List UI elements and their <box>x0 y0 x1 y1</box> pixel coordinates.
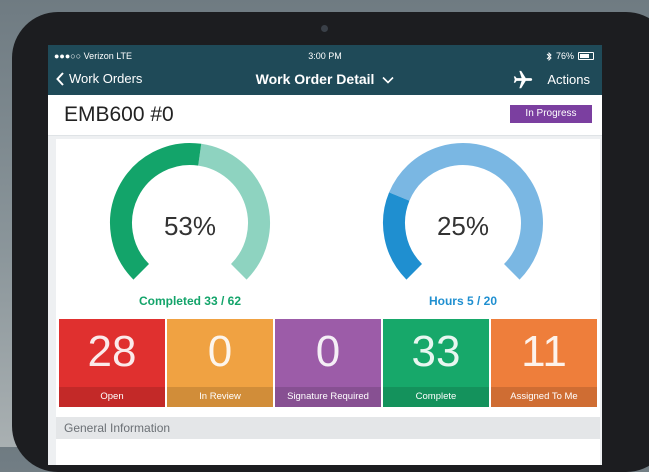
status-bar: ●●●○○ Verizon LTE 3:00 PM 76% <box>48 45 602 67</box>
status-right: 76% <box>546 51 594 61</box>
tile-complete[interactable]: 33 Complete <box>383 319 489 407</box>
gauge-progress-arc <box>383 192 423 280</box>
gauge-remaining-arc <box>389 143 543 280</box>
camera <box>321 25 328 32</box>
chevron-left-icon <box>56 71 64 86</box>
app-screen: ●●●○○ Verizon LTE 3:00 PM 76% Work Order… <box>48 45 602 465</box>
hours-gauge <box>383 143 543 280</box>
completed-label: Completed 33 / 62 <box>138 294 242 308</box>
tile-complete-count: 33 <box>411 327 461 376</box>
battery-icon <box>578 52 594 60</box>
hours-label: Hours 5 / 20 <box>428 294 498 308</box>
bluetooth-icon <box>546 51 552 61</box>
back-label: Work Orders <box>69 71 143 86</box>
tile-open-count: 28 <box>87 327 137 376</box>
tile-in-review-label: In Review <box>167 387 273 407</box>
tile-signature-required[interactable]: 0 Signature Required <box>275 319 381 407</box>
nav-title-button[interactable]: Work Order Detail <box>256 71 395 87</box>
airplane-icon[interactable] <box>512 69 534 91</box>
nav-bar: Work Orders Work Order Detail Actions <box>48 67 602 95</box>
tile-open-label: Open <box>59 387 165 407</box>
completed-gauge <box>110 143 270 280</box>
nav-title-wrap: Work Order Detail <box>48 71 602 87</box>
status-tiles: 28 Open 0 In Review 0 Signature Required… <box>59 319 597 407</box>
back-button[interactable]: Work Orders <box>56 71 142 86</box>
tile-signature-required-count: 0 <box>315 327 341 376</box>
nav-title: Work Order Detail <box>255 71 375 87</box>
tile-in-review-count: 0 <box>207 327 233 376</box>
general-information-header[interactable]: General Information <box>56 417 600 439</box>
work-order-header: EMB600 #0 In Progress <box>48 95 602 136</box>
battery-label: 76% <box>555 51 574 61</box>
actions-button[interactable]: Actions <box>547 72 590 87</box>
gauge-remaining-arc <box>197 143 270 280</box>
summary-card: 53% Completed 33 / 62 25% Hours 5 / 20 2… <box>56 139 600 465</box>
status-badge[interactable]: In Progress <box>510 105 592 123</box>
tile-assigned-to-me[interactable]: 11 Assigned To Me <box>491 319 597 407</box>
tile-in-review[interactable]: 0 In Review <box>167 319 273 407</box>
completed-percent: 53% <box>163 211 217 241</box>
tile-assigned-to-me-count: 11 <box>521 327 567 376</box>
tile-signature-required-label: Signature Required <box>275 387 381 407</box>
gauge-progress-arc <box>110 143 202 280</box>
tile-open[interactable]: 28 Open <box>59 319 165 407</box>
status-time: 3:00 PM <box>308 51 342 61</box>
carrier-label: ●●●○○ Verizon LTE <box>54 51 133 61</box>
hours-percent: 25% <box>436 211 490 241</box>
tile-complete-label: Complete <box>383 387 489 407</box>
work-order-title: EMB600 #0 <box>64 103 174 126</box>
tile-assigned-to-me-label: Assigned To Me <box>491 387 597 407</box>
chevron-down-icon <box>382 76 394 84</box>
